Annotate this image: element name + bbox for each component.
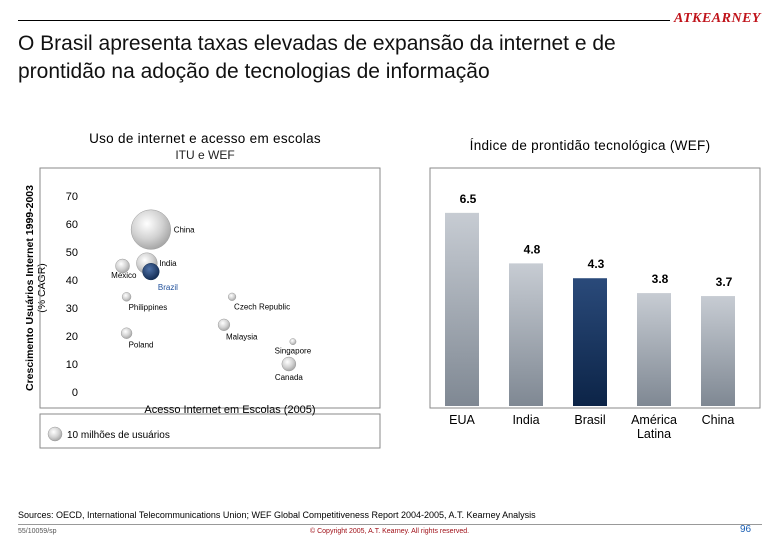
bubble-mexico bbox=[115, 258, 130, 274]
y-tick-label: 30 bbox=[66, 303, 78, 315]
bubble-canada bbox=[281, 356, 297, 372]
y-tick-label: 50 bbox=[66, 247, 78, 259]
scatter-panel-border bbox=[39, 167, 381, 409]
bubble-label-mexico: Mexico bbox=[111, 271, 137, 280]
bubble-label-philippines: Philippines bbox=[129, 303, 168, 312]
bar-america-latina bbox=[637, 293, 671, 406]
document-code: 55/10059/sp bbox=[18, 528, 57, 535]
footer-rule bbox=[18, 524, 762, 525]
bubble-label-malaysia: Malaysia bbox=[226, 333, 258, 342]
scatter-legend-box bbox=[39, 413, 381, 449]
title-line-1: O Brasil apresenta taxas elevadas de exp… bbox=[18, 32, 616, 55]
bubble-poland bbox=[120, 327, 133, 339]
bar-eua bbox=[445, 212, 479, 406]
title-line-2: prontidão na adoção de tecnologias de in… bbox=[18, 60, 490, 83]
scatter-subtitle: ITU e WEF bbox=[175, 148, 235, 162]
bar-value-label-eua: 6.5 bbox=[460, 192, 477, 206]
bubble-label-china: China bbox=[174, 226, 195, 235]
bubble-label-india: India bbox=[159, 259, 177, 268]
bubble-label-brazil: Brazil bbox=[158, 283, 178, 292]
y-tick-label: 0 bbox=[72, 387, 78, 399]
bubble-brazil bbox=[142, 263, 160, 281]
bubble-china bbox=[130, 209, 171, 250]
header-rule bbox=[18, 20, 670, 21]
sources-note: Sources: OECD, International Telecommuni… bbox=[18, 510, 536, 520]
bar-value-label-china: 3.7 bbox=[716, 275, 733, 289]
y-tick-label: 20 bbox=[66, 331, 78, 343]
bar-panel-border bbox=[429, 167, 761, 409]
bar-china bbox=[701, 296, 735, 406]
bar-plot: 6.5 EUA 4.8 India 4.3 Brasil 3.8 América Latina 3… bbox=[445, 192, 735, 441]
bar-category-label-eua: EUA bbox=[449, 413, 475, 427]
copyright-notice: © Copyright 2005, A.T. Kearney. All righ… bbox=[310, 528, 470, 535]
bar-brasil bbox=[573, 278, 607, 406]
bar-value-label-brasil: 4.3 bbox=[588, 257, 605, 271]
bubble-label-poland: Poland bbox=[129, 341, 154, 350]
bar-category-label-china: China bbox=[702, 413, 735, 427]
bar-category-label-brasil: Brasil bbox=[574, 413, 605, 427]
bar-india bbox=[509, 263, 543, 406]
bar-category-label-india: India bbox=[512, 413, 539, 427]
atkearney-logo: ATKEARNEY bbox=[674, 11, 761, 26]
bubble-label-czech-republic: Czech Republic bbox=[234, 303, 290, 312]
bubble-malaysia bbox=[217, 318, 231, 331]
scatter-x-axis-label: Acesso Internet em Escolas (2005) bbox=[144, 404, 315, 416]
scatter-plot: 0 10 20 30 40 50 60 70 China India Brazil Mexico Can… bbox=[66, 191, 312, 399]
bubble-philippines bbox=[121, 292, 132, 302]
size-legend-bubble bbox=[47, 426, 63, 442]
scatter-title: Uso de internet e acesso em escolas bbox=[89, 131, 321, 146]
bubble-label-canada: Canada bbox=[275, 373, 304, 382]
bar-value-label-america-latina: 3.8 bbox=[652, 272, 669, 286]
bar-value-label-india: 4.8 bbox=[524, 242, 541, 256]
charts-canvas: 0 10 20 30 40 50 60 70 China India Brazil Mexico Can… bbox=[39, 167, 761, 449]
bar-chart-title: Índice de prontidão tecnológica (WEF) bbox=[469, 138, 711, 153]
y-tick-label: 60 bbox=[66, 219, 78, 231]
bubble-label-singapore: Singapore bbox=[275, 347, 312, 356]
bubble-singapore bbox=[289, 338, 297, 345]
bar-category-label-america-latina: América Latina bbox=[631, 413, 677, 441]
bubble-czech-republic bbox=[227, 292, 237, 301]
page-title: O Brasil apresenta taxas elevadas de exp… bbox=[18, 30, 768, 86]
page-number: 96 bbox=[740, 524, 752, 535]
y-tick-label: 10 bbox=[66, 359, 78, 371]
size-legend-label: 10 milhões de usuários bbox=[67, 430, 170, 441]
y-tick-label: 70 bbox=[66, 191, 78, 203]
y-tick-label: 40 bbox=[66, 275, 78, 287]
